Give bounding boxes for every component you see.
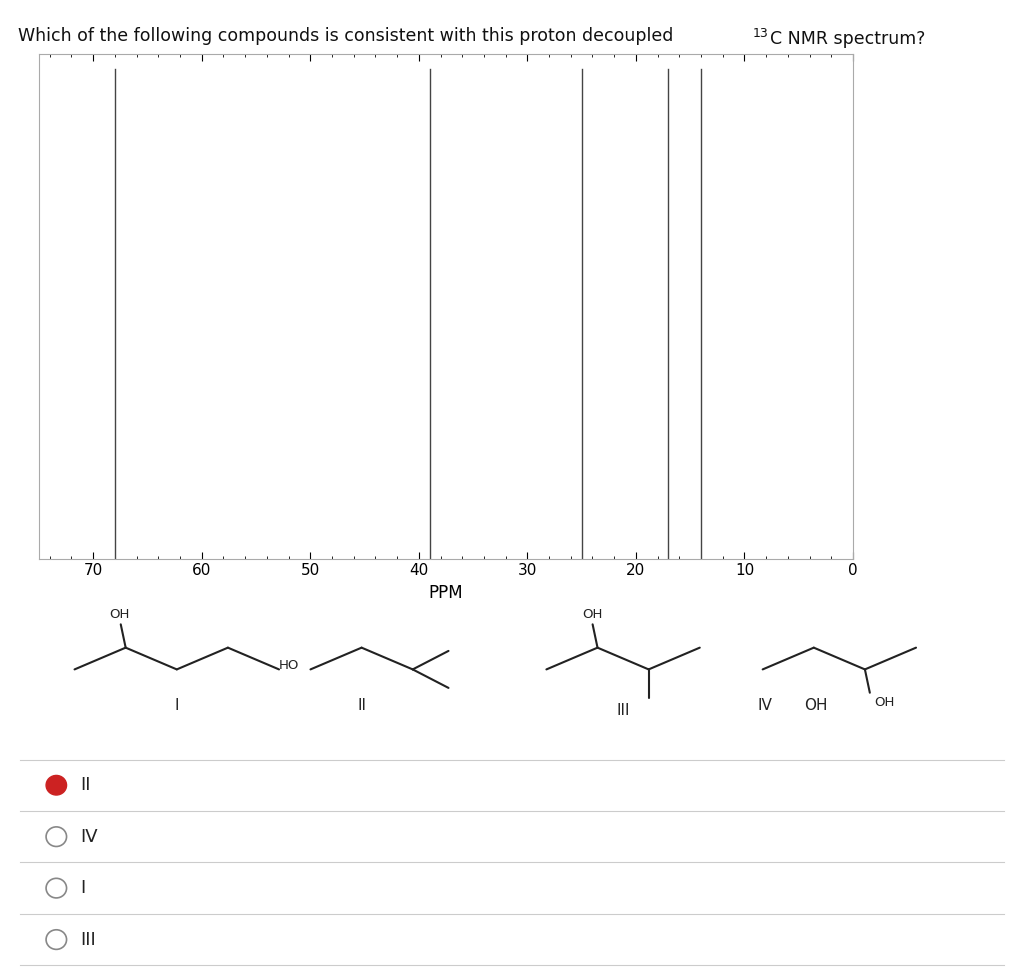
Text: IV: IV [80,828,97,846]
Text: 13: 13 [753,27,768,40]
Text: I: I [174,698,179,712]
Text: III: III [616,703,630,718]
Text: C NMR spectrum?: C NMR spectrum? [770,30,926,48]
Text: OH: OH [874,697,895,710]
Text: Which of the following compounds is consistent with this proton decoupled: Which of the following compounds is cons… [18,27,679,45]
Text: II: II [357,698,367,712]
Text: OH: OH [110,608,130,620]
Text: IV: IV [758,698,773,712]
Text: III: III [80,931,95,949]
Text: OH: OH [804,698,827,712]
Text: HO: HO [279,659,299,671]
X-axis label: PPM: PPM [429,584,463,602]
Text: II: II [80,776,90,794]
Text: OH: OH [583,608,603,620]
Text: I: I [80,879,85,897]
